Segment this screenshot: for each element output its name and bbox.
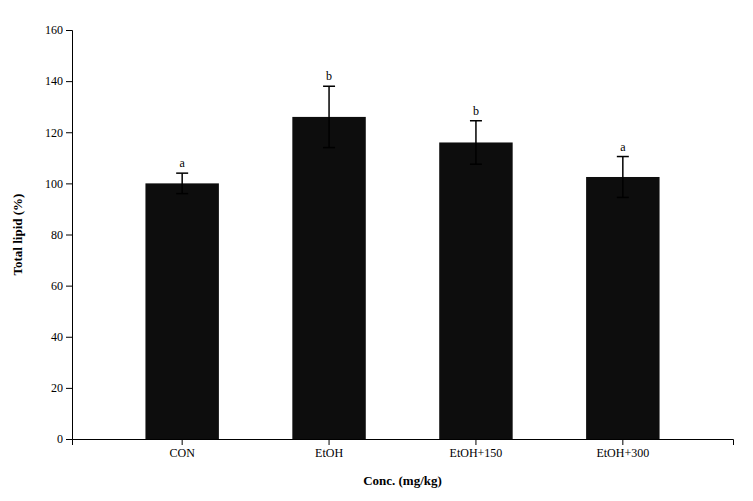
error-bar [176,173,188,193]
y-tick-mark [66,388,72,389]
x-tick: EtOH+150 [450,439,503,460]
y-tick-mark [66,183,72,184]
annotation: a [620,140,626,154]
x-tick: EtOH [315,439,343,460]
error-bar-stem [622,157,624,198]
y-tick-label: 0 [57,432,63,446]
y-tick: 100 [45,177,72,191]
x-tick: EtOH+300 [596,439,649,460]
y-tick-label: 80 [51,228,63,242]
x-tick-mark [622,439,623,445]
y-tick-label: 140 [45,74,63,88]
y-tick-mark [66,235,72,236]
error-bar-stem [475,121,477,164]
annotation: a [180,156,186,170]
y-tick: 160 [45,23,72,37]
error-bar-cap [470,120,482,122]
error-bar [323,86,335,147]
error-bar [617,157,629,198]
y-tick-label: 40 [51,330,63,344]
y-tick: 0 [57,432,72,446]
x-tick-label: EtOH+300 [596,446,649,460]
y-axis-line [66,31,73,440]
bar [145,183,218,439]
bar [586,177,659,439]
y-tick-mark [66,132,72,133]
x-axis-line [73,440,734,446]
y-tick: 60 [51,279,72,293]
error-bar-cap [617,197,629,199]
error-bar [470,121,482,164]
y-tick-mark [66,81,72,82]
x-tick-mark [475,439,476,445]
y-tick-label: 120 [45,126,63,140]
x-tick-label: CON [169,446,195,460]
error-bar-cap [176,172,188,174]
error-bar-cap [617,156,629,158]
x-tick-label: EtOH [315,446,343,460]
y-tick: 120 [45,126,72,140]
error-bar-cap [176,193,188,195]
y-tick: 80 [51,228,72,242]
y-axis-title: Total lipid (%) [10,194,25,276]
y-axis: 0 20 40 60 80 100 120 140 160 [45,23,73,446]
annotations: a b b a [180,69,627,170]
y-tick-mark [66,439,72,440]
y-tick: 40 [51,330,72,344]
error-bar-stem [328,86,330,147]
y-tick-label: 160 [45,23,63,37]
chart-container: 0 20 40 60 80 100 120 140 160 CON EtOH EtOH+150 EtOH… [0,0,753,501]
annotation: b [473,104,479,118]
error-bar-cap [470,163,482,165]
annotation: b [326,69,332,83]
x-tick-label: EtOH+150 [450,446,503,460]
chart: 0 20 40 60 80 100 120 140 160 CON EtOH EtOH+150 EtOH… [0,0,753,501]
y-tick: 140 [45,74,72,88]
error-bar-cap [323,147,335,149]
y-tick-mark [66,337,72,338]
y-tick-mark [66,30,72,31]
error-bar-cap [323,85,335,87]
bar [292,117,365,439]
x-axis: CON EtOH EtOH+150 EtOH+300 [73,439,734,460]
y-tick-label: 60 [51,279,63,293]
plot-area [145,86,659,439]
x-tick-mark [182,439,183,445]
y-tick: 20 [51,381,72,395]
y-tick-label: 20 [51,381,63,395]
x-tick: CON [169,439,195,460]
error-bar-stem [181,173,183,193]
y-tick-mark [66,286,72,287]
x-axis-title: Conc. (mg/kg) [363,473,442,488]
x-tick-mark [329,439,330,445]
bar [439,142,512,439]
y-tick-label: 100 [45,177,63,191]
